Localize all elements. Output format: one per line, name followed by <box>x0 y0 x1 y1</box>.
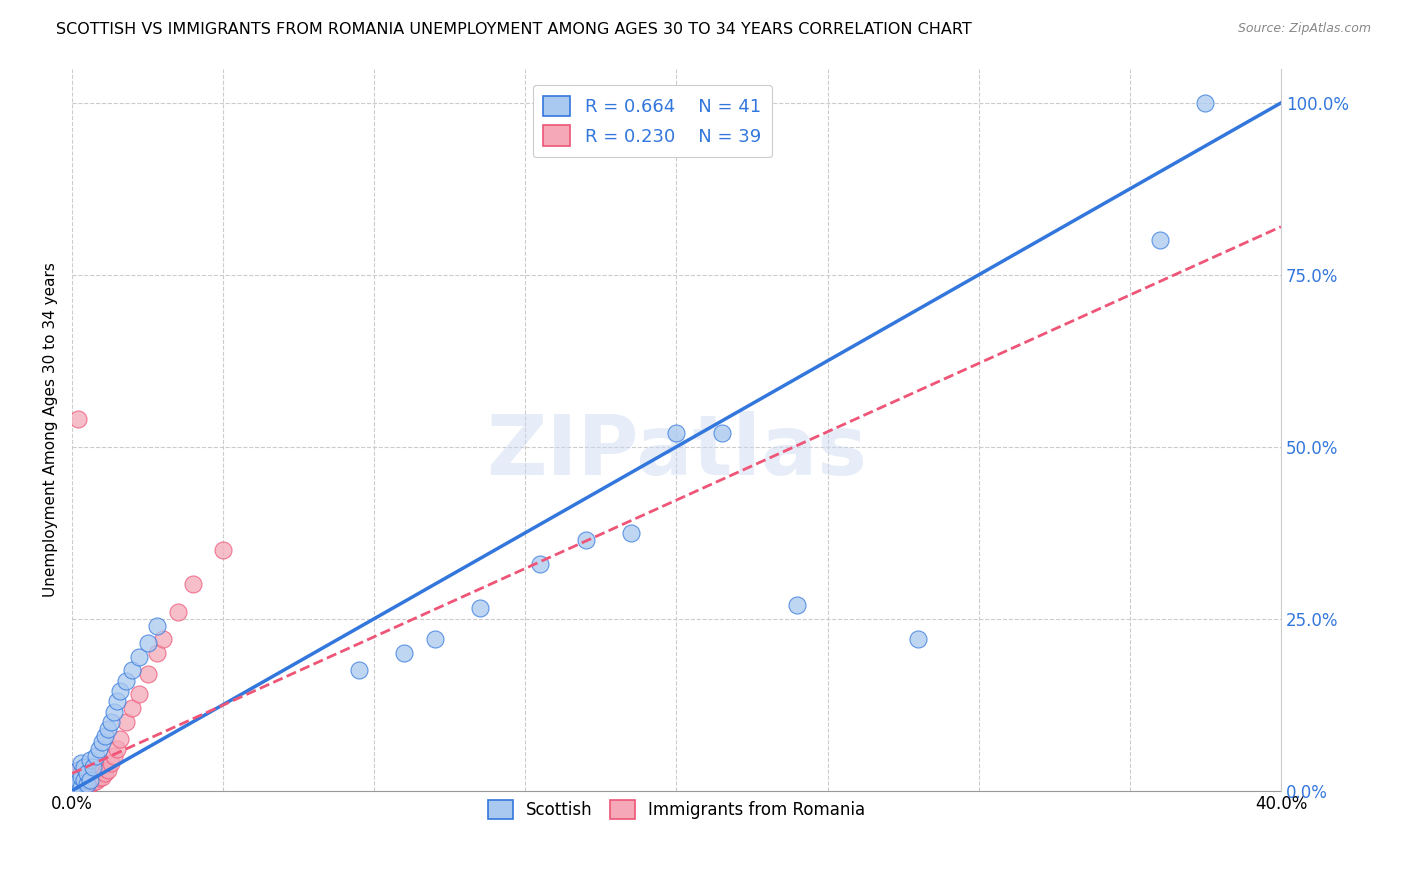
Point <box>575 533 598 547</box>
Point <box>212 542 235 557</box>
Point <box>67 773 90 788</box>
Point <box>97 763 120 777</box>
Point <box>136 636 159 650</box>
Point <box>166 605 188 619</box>
Point <box>121 701 143 715</box>
Point <box>73 778 96 792</box>
Y-axis label: Unemployment Among Ages 30 to 34 years: Unemployment Among Ages 30 to 34 years <box>44 262 58 597</box>
Point <box>91 735 114 749</box>
Point <box>620 525 643 540</box>
Point <box>84 774 107 789</box>
Point <box>152 632 174 647</box>
Point <box>105 742 128 756</box>
Point <box>76 766 98 780</box>
Point <box>67 763 90 777</box>
Point <box>63 780 86 794</box>
Point <box>63 766 86 780</box>
Text: Source: ZipAtlas.com: Source: ZipAtlas.com <box>1237 22 1371 36</box>
Point <box>76 764 98 779</box>
Point <box>63 777 86 791</box>
Point <box>110 684 132 698</box>
Point <box>100 714 122 729</box>
Point <box>423 632 446 647</box>
Point <box>67 763 90 777</box>
Point <box>91 770 114 784</box>
Point <box>67 412 90 426</box>
Point <box>665 425 688 440</box>
Point <box>1194 95 1216 110</box>
Point <box>115 673 138 688</box>
Point <box>105 694 128 708</box>
Point <box>79 753 101 767</box>
Point <box>82 768 104 782</box>
Point <box>67 777 90 791</box>
Point <box>121 663 143 677</box>
Point <box>84 749 107 764</box>
Point <box>181 577 204 591</box>
Point <box>89 771 111 785</box>
Point <box>82 759 104 773</box>
Point <box>103 749 125 764</box>
Point <box>94 729 117 743</box>
Point <box>94 766 117 780</box>
Point <box>128 687 150 701</box>
Point <box>76 780 98 794</box>
Point <box>100 756 122 770</box>
Point <box>97 722 120 736</box>
Point <box>82 775 104 789</box>
Point <box>347 663 370 677</box>
Text: ZIPatlas: ZIPatlas <box>486 410 868 491</box>
Point <box>710 425 733 440</box>
Point <box>394 646 416 660</box>
Point <box>70 780 93 794</box>
Point <box>1149 234 1171 248</box>
Point <box>73 759 96 773</box>
Legend: Scottish, Immigrants from Romania: Scottish, Immigrants from Romania <box>481 793 872 826</box>
Point <box>103 705 125 719</box>
Point <box>89 742 111 756</box>
Point <box>79 770 101 784</box>
Point <box>84 766 107 780</box>
Point <box>786 598 808 612</box>
Point <box>145 618 167 632</box>
Point <box>70 766 93 780</box>
Point <box>145 646 167 660</box>
Point <box>115 714 138 729</box>
Point <box>73 771 96 785</box>
Point <box>63 780 86 794</box>
Point <box>70 780 93 794</box>
Point <box>67 770 90 784</box>
Point <box>70 770 93 784</box>
Point <box>79 773 101 788</box>
Point <box>110 732 132 747</box>
Point <box>91 759 114 773</box>
Point <box>70 756 93 770</box>
Point <box>468 601 491 615</box>
Point <box>63 773 86 788</box>
Point <box>73 773 96 788</box>
Point <box>136 666 159 681</box>
Point <box>76 773 98 788</box>
Point <box>907 632 929 647</box>
Point <box>529 557 551 571</box>
Point <box>70 773 93 788</box>
Point <box>76 777 98 791</box>
Point <box>128 649 150 664</box>
Point <box>79 777 101 791</box>
Text: SCOTTISH VS IMMIGRANTS FROM ROMANIA UNEMPLOYMENT AMONG AGES 30 TO 34 YEARS CORRE: SCOTTISH VS IMMIGRANTS FROM ROMANIA UNEM… <box>56 22 972 37</box>
